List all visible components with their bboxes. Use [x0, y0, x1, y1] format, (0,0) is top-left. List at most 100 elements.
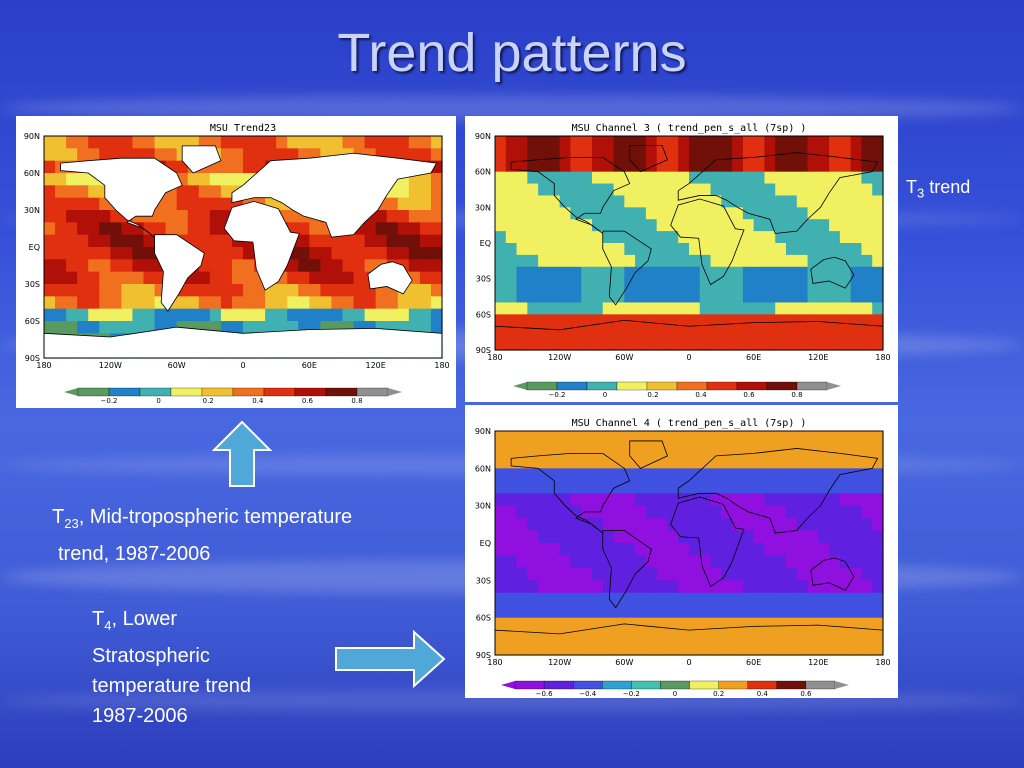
field-cell [538, 290, 550, 304]
field-cell [678, 136, 690, 149]
field-cell [353, 321, 366, 334]
coastline [677, 448, 879, 534]
field-cell [678, 219, 690, 232]
field-cell [667, 243, 679, 256]
field-cell [721, 480, 733, 494]
field-cell [143, 284, 156, 297]
field-cell [742, 605, 755, 619]
field-cell [99, 210, 111, 223]
field-cell [527, 480, 539, 494]
field-cell [872, 630, 884, 644]
field-cell [548, 171, 561, 185]
field-cell [721, 183, 733, 197]
field-cell [592, 617, 604, 631]
field-cell [742, 480, 755, 494]
field-cell [570, 302, 582, 315]
field-cell [667, 605, 679, 619]
field-cell [559, 231, 572, 244]
field-cell [559, 326, 572, 339]
field-cell [55, 308, 67, 322]
field-cell [77, 284, 89, 297]
field-cell [764, 326, 776, 339]
lon-label: 60E [746, 658, 761, 667]
field-cell [276, 308, 288, 322]
field-cell [710, 290, 722, 304]
field-cell [667, 642, 679, 656]
field-cell [505, 431, 518, 445]
field-cell [796, 617, 809, 631]
field-cell [732, 543, 744, 557]
field-cell [243, 308, 255, 322]
field-cell [66, 148, 78, 162]
field-cell [516, 617, 528, 631]
field-cell [850, 278, 863, 292]
field-cell [165, 185, 178, 199]
field-cell [77, 271, 89, 285]
field-cell [786, 183, 798, 197]
field-cell [829, 266, 841, 280]
field-cell [613, 431, 625, 445]
field-cell [829, 231, 841, 244]
caption-t23: T23, Mid-tropospheric temperature trend,… [52, 502, 352, 569]
colorbar-tick: 0 [673, 690, 677, 698]
field-cell [559, 243, 572, 256]
field-cell [850, 543, 863, 557]
field-cell [559, 136, 572, 149]
field-cell [829, 183, 841, 197]
field-cell [309, 247, 321, 260]
field-cell [829, 455, 841, 469]
field-cell [581, 171, 593, 185]
field-cell [742, 443, 755, 457]
field-cell [732, 159, 744, 173]
field-cell [209, 296, 222, 310]
field-cell [592, 171, 604, 185]
field-cell [775, 254, 787, 268]
field-cell [635, 326, 647, 339]
field-cell [430, 259, 443, 273]
field-cell [775, 567, 787, 581]
field-cell [298, 259, 310, 273]
field-cell [645, 480, 658, 494]
field-cell [667, 159, 679, 173]
field-cell [710, 468, 722, 482]
field-cell [209, 222, 222, 236]
field-cell [602, 195, 615, 208]
field-cell [570, 480, 582, 494]
field-cell [807, 555, 819, 569]
field-cell [721, 314, 733, 327]
field-cell [829, 159, 841, 173]
field-cell [850, 592, 863, 606]
field-cell [753, 338, 766, 351]
field-cell [710, 207, 722, 220]
field-cell [678, 555, 690, 569]
field-cell [548, 455, 561, 469]
field-cell [602, 278, 615, 292]
field-cell [110, 148, 122, 162]
field-cell [516, 505, 528, 519]
field-cell [872, 254, 884, 268]
field-cell [764, 493, 776, 507]
field-cell [699, 243, 712, 256]
field-cell [764, 530, 776, 544]
field-cell [786, 493, 798, 507]
field-cell [110, 136, 122, 149]
field-cell [796, 338, 809, 351]
field-cell [527, 605, 539, 619]
field-cell [645, 314, 658, 327]
field-cell [198, 136, 211, 149]
field-cell [850, 443, 863, 457]
field-cell [154, 210, 167, 223]
field-cell [165, 308, 178, 322]
field-cell [505, 231, 518, 244]
field-cell [645, 505, 658, 519]
field-cell [645, 468, 658, 482]
field-cell [559, 455, 572, 469]
field-cell [320, 148, 333, 162]
colorbar-swatch [586, 381, 618, 391]
field-cell [613, 195, 625, 208]
field-cell [667, 468, 679, 482]
field-cell [538, 642, 550, 656]
field-cell [602, 543, 615, 557]
field-cell [710, 314, 722, 327]
field-cell [689, 136, 701, 149]
